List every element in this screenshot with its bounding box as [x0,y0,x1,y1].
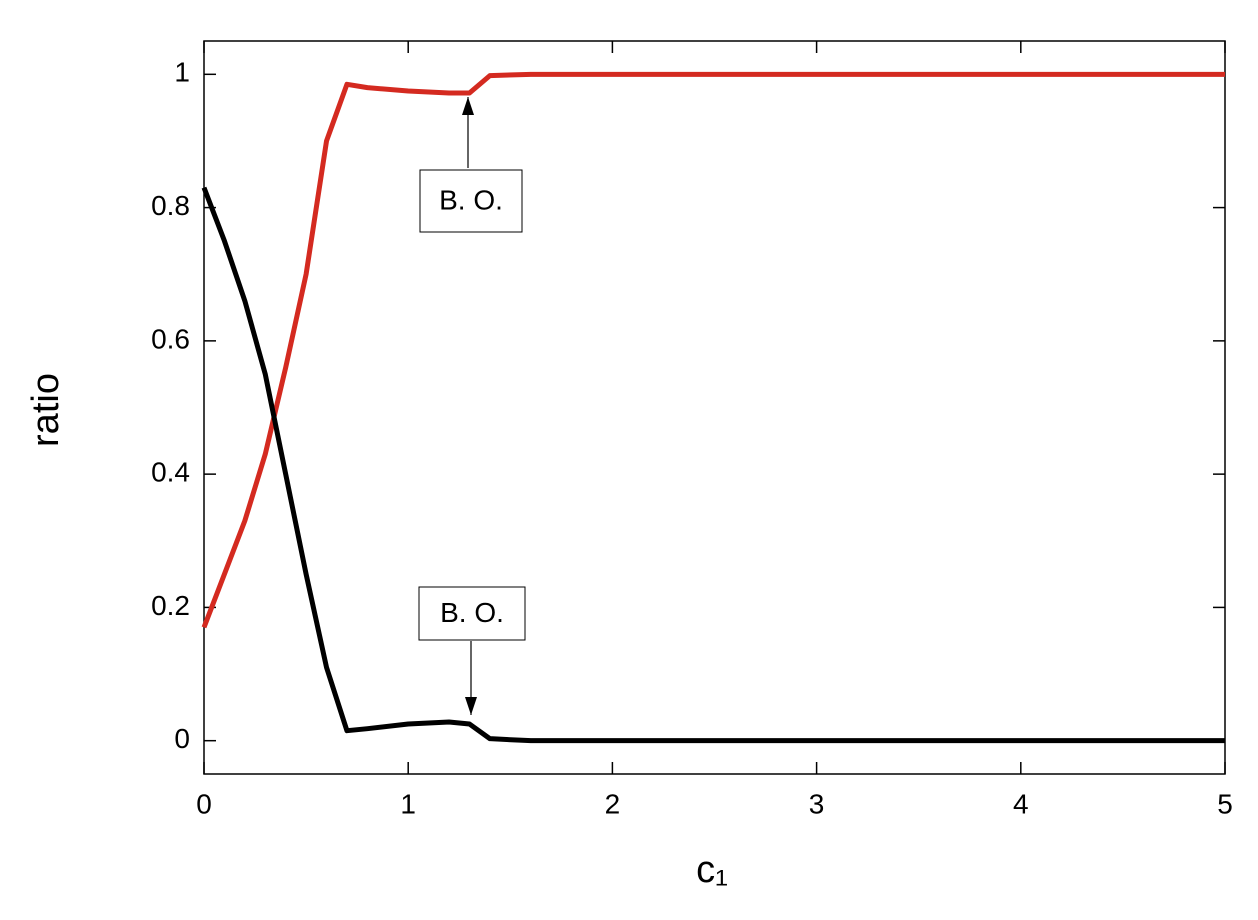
y-tick-label: 0.6 [151,323,190,354]
x-tick-label: 3 [809,788,825,819]
x-tick-label: 2 [605,788,621,819]
y-tick-label: 0.2 [151,590,190,621]
y-axis-label: ratio [25,373,67,447]
y-tick-label: 1 [174,57,190,88]
x-tick-label: 4 [1013,788,1029,819]
annotation-text: B. O. [439,184,503,215]
y-tick-label: 0 [174,723,190,754]
x-tick-label: 5 [1217,788,1233,819]
y-tick-label: 0.8 [151,190,190,221]
y-tick-label: 0.4 [151,457,190,488]
arrow-head [465,697,477,715]
series-line [201,71,1225,629]
annotation-text: B. O. [440,597,504,628]
series-line [201,186,1225,744]
arrow-head [462,97,474,115]
x-tick-label: 0 [196,788,212,819]
plot-frame [203,40,1226,775]
annotation-box [419,169,523,233]
annotation-box [418,586,526,641]
x-tick-label: 1 [400,788,416,819]
x-axis-label: c₁ [696,849,728,891]
